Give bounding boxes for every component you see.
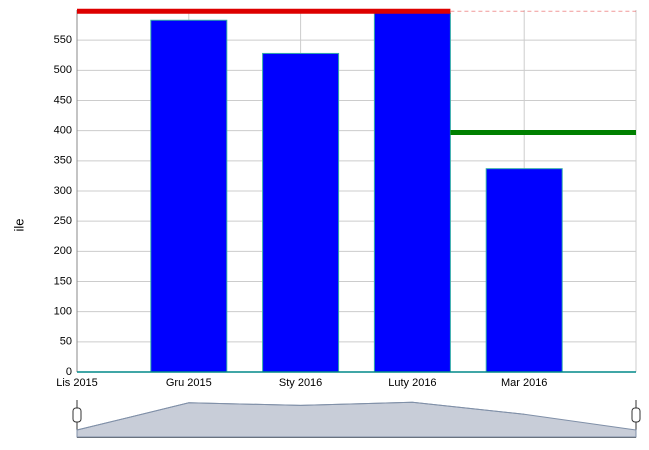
y-tick-label: 50 bbox=[60, 336, 72, 348]
y-tick-label: 0 bbox=[66, 366, 72, 378]
scrollbar-line bbox=[76, 401, 525, 431]
x-tick-label: Gru 2015 bbox=[166, 377, 212, 389]
bar bbox=[485, 168, 563, 373]
y-tick-label: 450 bbox=[54, 94, 72, 106]
scrollbar-handle[interactable] bbox=[72, 407, 82, 423]
bar bbox=[150, 19, 228, 373]
y-tick-label: 550 bbox=[54, 34, 72, 46]
y-axis-label: ile bbox=[11, 218, 26, 231]
x-tick-label: Luty 2016 bbox=[388, 377, 436, 389]
scrollbar[interactable] bbox=[72, 398, 641, 438]
y-tick-label: 200 bbox=[54, 245, 72, 257]
y-tick-label: 100 bbox=[54, 306, 72, 318]
scrollbar-handle[interactable] bbox=[631, 407, 641, 423]
y-tick-label: 150 bbox=[54, 275, 72, 287]
bar bbox=[373, 12, 451, 373]
y-tick-label: 350 bbox=[54, 155, 72, 167]
bar bbox=[262, 52, 340, 373]
y-tick-label: 500 bbox=[54, 64, 72, 76]
x-tick-label: Mar 2016 bbox=[501, 377, 547, 389]
y-tick-label: 400 bbox=[54, 125, 72, 137]
y-tick-label: 250 bbox=[54, 215, 72, 227]
x-tick-label: Lis 2015 bbox=[56, 377, 98, 389]
y-tick-label: 300 bbox=[54, 185, 72, 197]
x-tick-label: Sty 2016 bbox=[279, 377, 322, 389]
